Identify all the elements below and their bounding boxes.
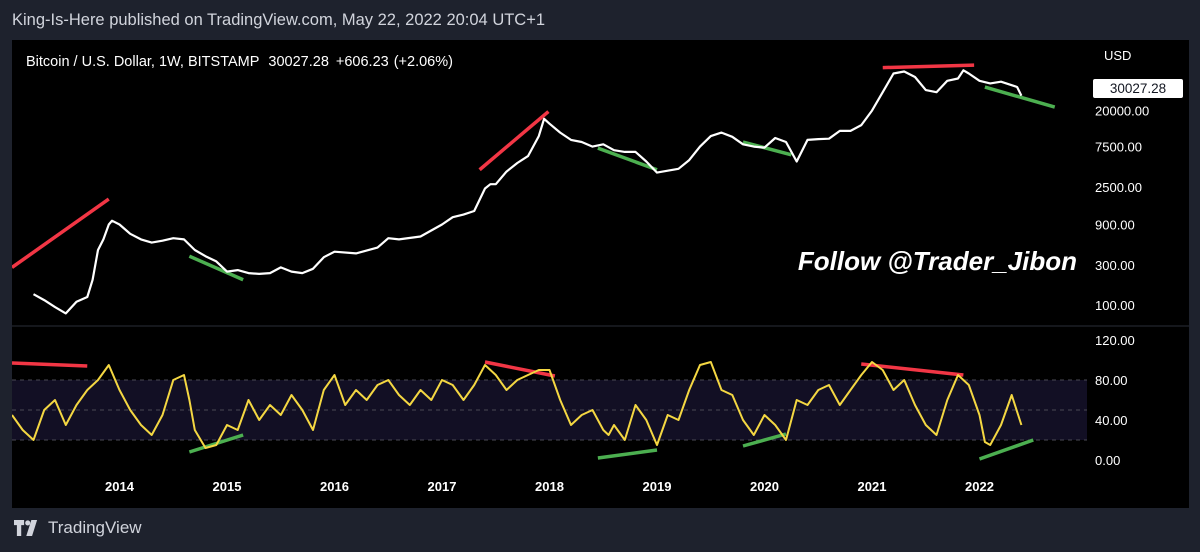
chart-title: Bitcoin / U.S. Dollar, 1W, BITSTAMP 30027… [26,54,453,70]
price-change-pct: (+2.06%) [394,54,453,70]
price-y-axis: 20000.00 7500.00 2500.00 900.00 300.00 100.00 [1095,104,1149,314]
price-label-badge: 30027.28 [1093,79,1183,98]
price-trendline-bearish[interactable] [478,110,550,172]
rsi-y-tick: 120.00 [1095,333,1135,348]
rsi-line [12,361,1023,449]
rsi-y-tick: 0.00 [1095,453,1120,468]
chart-svg[interactable]: 20000.00 7500.00 2500.00 900.00 300.00 100.00… [12,40,1189,508]
footer-brand[interactable]: TradingView [48,518,142,537]
price-y-tick: 20000.00 [1095,104,1149,119]
rsi-y-axis: 120.00 80.00 40.00 0.00 [1095,333,1135,468]
rsi-trendline-bearish[interactable] [484,360,556,378]
rsi-trendline-bullish[interactable] [978,438,1034,461]
x-tick-2019: 2019 [643,479,672,494]
x-tick-2015: 2015 [213,479,242,494]
rsi-trendline-bearish[interactable] [12,361,88,368]
rsi-band-layer [12,379,1087,441]
rsi-trendline-bullish[interactable] [742,432,787,448]
price-change: +606.23 [336,54,389,70]
price-line [32,69,1023,315]
price-trendline-bullish[interactable] [742,140,792,157]
x-tick-2021: 2021 [858,479,887,494]
price-trendline-bullish[interactable] [188,254,244,282]
price-y-tick: 100.00 [1095,298,1135,313]
price-y-tick: 900.00 [1095,218,1135,233]
price-label-text: 30027.28 [1110,81,1166,96]
follow-annotation: Follow @Trader_Jibon [798,246,1077,276]
x-tick-2017: 2017 [428,479,457,494]
price-trendline-bearish[interactable] [12,197,110,269]
rsi-y-tick: 80.00 [1095,373,1128,388]
currency-label: USD [1104,48,1131,63]
x-tick-2014: 2014 [105,479,135,494]
last-price: 30027.28 [268,54,328,70]
rsi-trendline-bullish[interactable] [597,448,658,460]
price-trendline-bullish[interactable] [984,85,1056,109]
price-trendline-bearish[interactable] [882,63,975,70]
footer: TradingView [14,512,142,544]
chart-frame[interactable]: 20000.00 7500.00 2500.00 900.00 300.00 100.00… [12,40,1189,508]
price-trendlines [12,63,1056,282]
price-trendline-bullish[interactable] [597,146,658,172]
x-tick-2022: 2022 [965,479,994,494]
price-y-tick: 7500.00 [1095,140,1142,155]
x-tick-2020: 2020 [750,479,779,494]
rsi-y-tick: 40.00 [1095,413,1128,428]
publish-info: King-Is-Here published on TradingView.co… [12,11,546,29]
x-tick-2016: 2016 [320,479,349,494]
price-y-tick: 2500.00 [1095,180,1142,195]
price-y-tick: 300.00 [1095,258,1135,273]
x-axis: 2014 2015 2016 2017 2018 2019 2020 2021 2022 [105,479,994,494]
x-tick-2018: 2018 [535,479,564,494]
symbol-title: Bitcoin / U.S. Dollar, 1W, BITSTAMP [26,54,259,70]
tradingview-logo-icon[interactable] [14,520,40,536]
